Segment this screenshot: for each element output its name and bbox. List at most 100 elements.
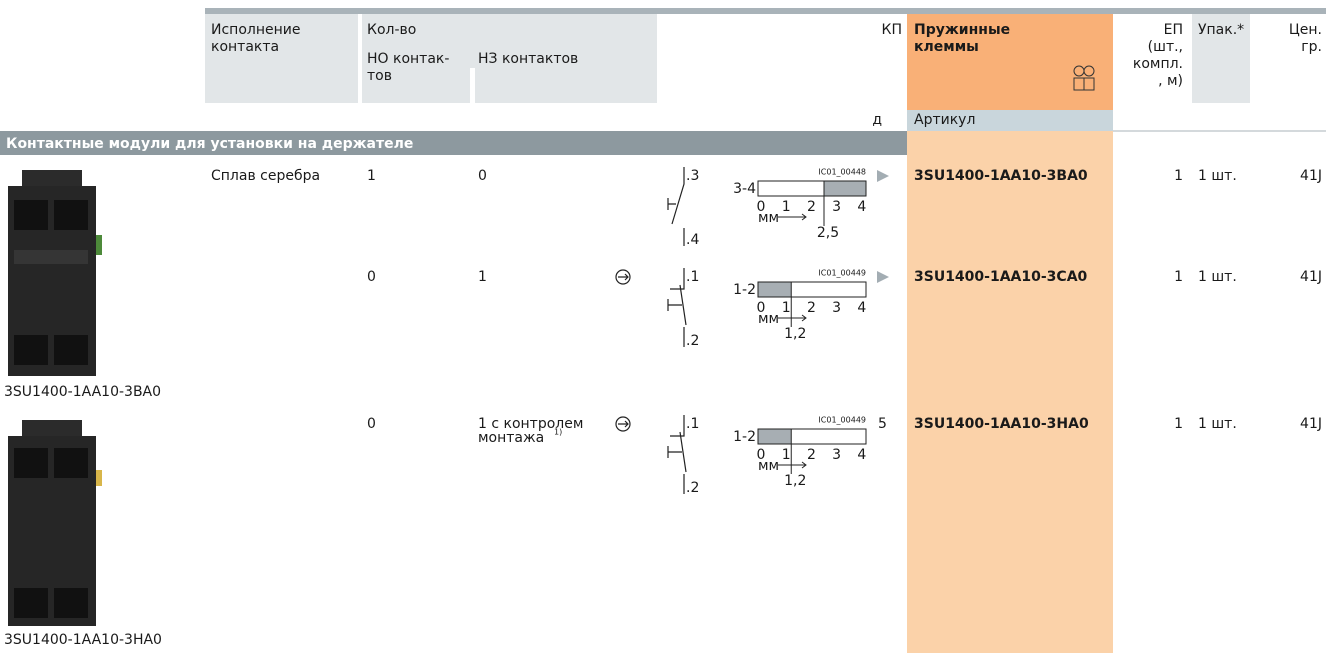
nc-count: монтажа — [478, 430, 544, 446]
header-text: Кол-во — [367, 22, 416, 38]
switch — [667, 268, 687, 347]
article-cell — [907, 110, 1113, 131]
no-count: 1 — [367, 168, 376, 184]
diagram-label: 1-2 — [733, 429, 756, 445]
diagram-scale: 3 — [832, 199, 841, 215]
diagram-arrow — [778, 213, 807, 221]
pack: 1 шт. — [1198, 269, 1237, 285]
header-cell — [362, 14, 657, 68]
kp: 5 — [878, 416, 887, 432]
header-cell — [475, 68, 657, 103]
header-cell — [362, 68, 470, 103]
image-caption: 3SU1400-1AA10-3BA0 — [4, 384, 161, 400]
diagram-unit: мм — [758, 311, 779, 327]
diagram-scale: 2 — [807, 447, 816, 463]
header-cell — [205, 14, 358, 103]
diagram-unit: мм — [758, 210, 779, 226]
diagram-scale: 1 — [782, 447, 791, 463]
header-text: Исполнение — [211, 22, 300, 38]
header-text: НЗ контактов — [478, 51, 578, 67]
image-caption: 3SU1400-1AA10-3HA0 — [4, 632, 162, 648]
availability-arrow — [877, 170, 889, 182]
terminal-label: .1 — [686, 416, 699, 432]
diagram-point: 1,2 — [784, 326, 806, 342]
price-group: 41J — [1300, 416, 1322, 432]
nc-count: 0 — [478, 168, 487, 184]
diagram-scale: 2 — [807, 300, 816, 316]
diagram-arrow — [778, 314, 807, 322]
header-text: д — [872, 112, 882, 128]
diagram-closed — [757, 428, 792, 445]
header-text: тов — [367, 68, 392, 84]
diagram-scale: 2 — [807, 199, 816, 215]
positive-opening-icon — [615, 269, 631, 285]
terminal-label: .2 — [686, 333, 699, 349]
diagram-scale: 3 — [832, 447, 841, 463]
diagram-label: 1-2 — [733, 282, 756, 298]
switch — [667, 167, 685, 246]
arrow — [618, 420, 629, 428]
footnote: 1) — [554, 428, 562, 437]
diagram-scale: 4 — [857, 300, 866, 316]
header-text: НО контак- — [367, 51, 449, 67]
header-text: КП — [882, 22, 902, 38]
article: 3SU1400-1AA10-3CA0 — [914, 269, 1088, 285]
article: 3SU1400-1AA10-3BA0 — [914, 168, 1088, 184]
diagram-point: 2,5 — [817, 225, 839, 241]
contact-symbol — [667, 415, 687, 494]
contact-symbol — [667, 268, 687, 347]
terminal-label: .2 — [686, 480, 699, 496]
diagram-label: 3-4 — [733, 181, 756, 197]
diagram-code: IC01_00449 — [818, 269, 866, 278]
product-image — [8, 420, 102, 626]
diagram-scale: 1 — [782, 300, 791, 316]
nc-count: 1 — [478, 269, 487, 285]
switch — [667, 415, 687, 494]
header-stripe — [205, 8, 1326, 14]
nc-count: 1 с контролем — [478, 416, 583, 432]
no-count: 0 — [367, 416, 376, 432]
article: 3SU1400-1AA10-3HA0 — [914, 416, 1089, 432]
header-text: ЕП — [1164, 22, 1183, 38]
pu: 1 — [1174, 416, 1183, 432]
terminal-label: .1 — [686, 269, 699, 285]
pack: 1 шт. — [1198, 416, 1237, 432]
diagram-scale: 4 — [857, 199, 866, 215]
pu: 1 — [1174, 168, 1183, 184]
header-text: клеммы — [914, 39, 979, 55]
availability-arrow — [877, 271, 889, 283]
diagram-scale: 0 — [757, 447, 766, 463]
diagram-scale: 3 — [832, 300, 841, 316]
diagram-arrow — [778, 461, 807, 469]
terminal-label: .4 — [686, 232, 699, 248]
price-group: 41J — [1300, 269, 1322, 285]
contact-symbol — [667, 167, 685, 246]
header-text: гр. — [1301, 39, 1322, 55]
diagram-unit: мм — [758, 458, 779, 474]
header-text: контакта — [211, 39, 279, 55]
terminal-label: .3 — [686, 168, 699, 184]
header-orange — [907, 14, 1113, 110]
terminal-icon — [1073, 65, 1095, 91]
diagram-code: IC01_00448 — [818, 168, 866, 177]
price-group: 41J — [1300, 168, 1322, 184]
pu: 1 — [1174, 269, 1183, 285]
diagram-closed — [757, 281, 792, 298]
no-count: 0 — [367, 269, 376, 285]
diagram-scale: 1 — [782, 199, 791, 215]
arrow — [618, 273, 629, 281]
diagram-scale: 4 — [857, 447, 866, 463]
section-title: Контактные модули для установки на держа… — [6, 136, 413, 152]
positive-opening-icon — [615, 416, 631, 432]
section-band — [0, 131, 907, 155]
header-text: Упак.* — [1198, 22, 1244, 38]
header-text: компл. — [1133, 56, 1183, 72]
article-column — [907, 131, 1113, 653]
diagram-code: IC01_00449 — [818, 416, 866, 425]
diagram-scale: 0 — [757, 199, 766, 215]
pack: 1 шт. — [1198, 168, 1237, 184]
diagram-point: 1,2 — [784, 473, 806, 489]
header-text: , м) — [1158, 73, 1183, 89]
